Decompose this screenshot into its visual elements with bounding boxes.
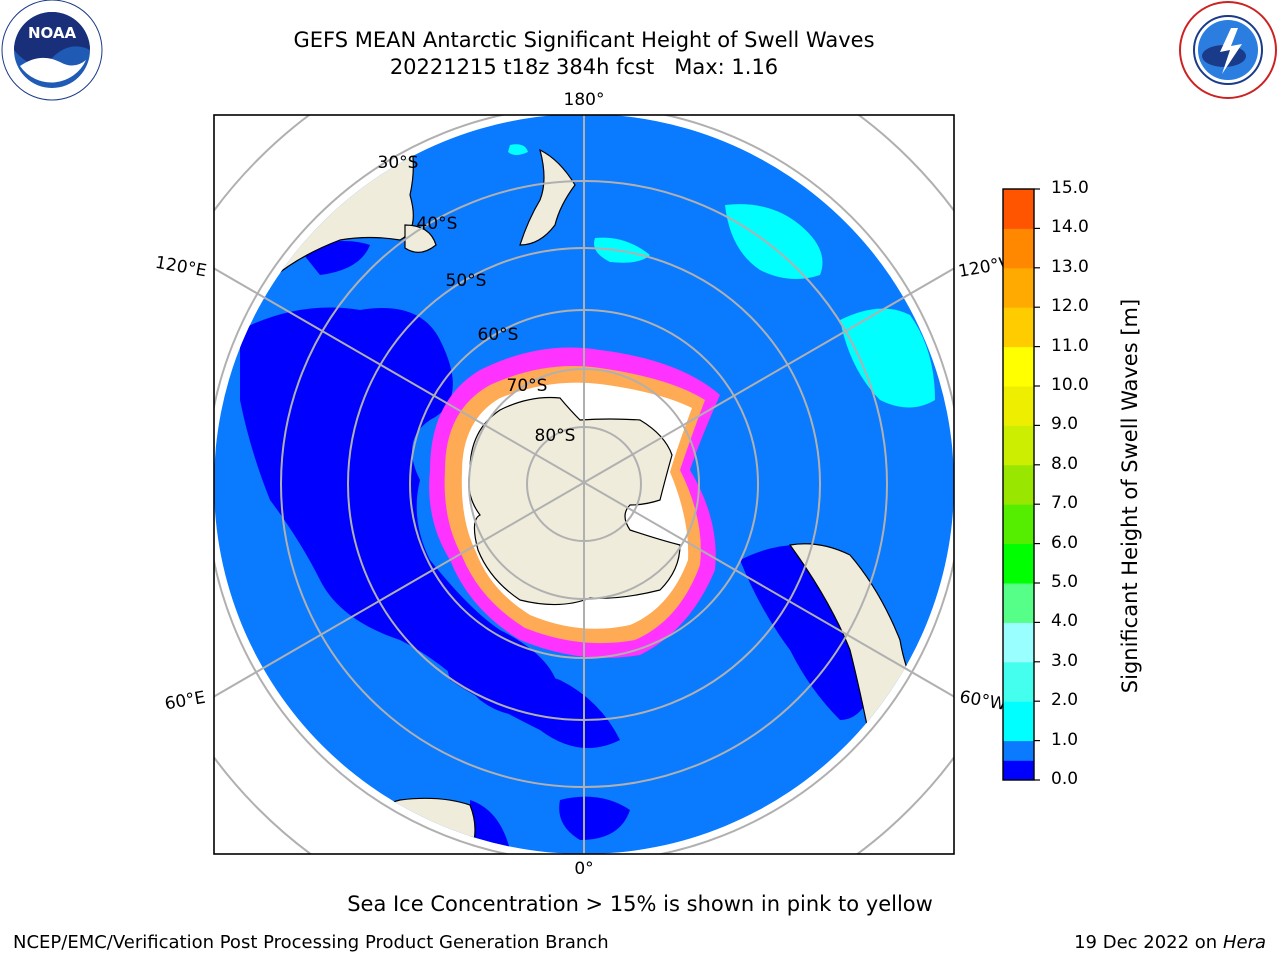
high-swell-region: [725, 204, 823, 279]
date-stamp: 19 Dec 2022 on Hera: [1074, 932, 1266, 953]
colorbar-swatch: [1003, 760, 1034, 781]
colorbar-tick-label: 10.0: [1051, 375, 1089, 395]
colorbar-tick-label: 2.0: [1051, 690, 1079, 711]
chart-title: GEFS MEAN Antarctic Significant Height o…: [293, 28, 875, 52]
colorbar-swatch: [1003, 661, 1034, 702]
colorbar-tick-label: 5.0: [1051, 572, 1079, 592]
credit-text: NCEP/EMC/Verification Post Processing Pr…: [13, 932, 609, 953]
date-text: 19 Dec 2022 on: [1074, 932, 1218, 953]
colorbar-swatch: [1003, 583, 1034, 623]
noaa-logo: NOAA: [1, 0, 103, 101]
low-swell-region: [240, 307, 560, 715]
colorbar-tick-label: 0.0: [1051, 769, 1079, 789]
nws-logo: [1179, 1, 1277, 99]
svg-text:NOAA: NOAA: [28, 24, 77, 42]
colorbar-tick-label: 6.0: [1051, 532, 1079, 553]
colorbar-swatch: [1003, 267, 1034, 308]
colorbar-swatch: [1003, 386, 1034, 426]
lat-label-30s: 30°S: [378, 153, 419, 173]
colorbar-tick-label: 8.0: [1051, 453, 1079, 474]
colorbar-swatch: [1003, 346, 1034, 387]
colorbar-tick-label: 12.0: [1051, 296, 1089, 317]
land-antarctica: [468, 396, 681, 606]
colorbar-swatch: [1003, 228, 1034, 269]
colorbar-tick-label: 15.0: [1051, 178, 1089, 198]
lat-label-40s: 40°S: [417, 214, 458, 234]
low-swell-region: [559, 796, 630, 840]
colorbar-swatch: [1003, 307, 1034, 348]
colorbar: [1003, 189, 1034, 781]
colorbar-swatch: [1003, 543, 1034, 584]
colorbar-tick-label: 1.0: [1051, 729, 1079, 750]
lon-label-60e: 60°E: [163, 688, 207, 715]
colorbar-tick-label: 7.0: [1051, 493, 1079, 514]
colorbar-tick-label: 11.0: [1051, 335, 1089, 356]
colorbar-tick-label: 13.0: [1051, 256, 1089, 277]
colorbar-swatch: [1003, 622, 1034, 663]
colorbar-swatch: [1003, 464, 1034, 505]
colorbar-label: Significant Height of Swell Waves [m]: [1118, 298, 1142, 694]
lat-label-50s: 50°S: [446, 271, 487, 291]
host-name: Hera: [1222, 932, 1266, 953]
colorbar-swatch: [1003, 701, 1034, 742]
lon-label-0: 0°: [574, 859, 593, 879]
colorbar-swatch: [1003, 189, 1034, 229]
lat-label-60s: 60°S: [478, 325, 519, 345]
colorbar-swatch: [1003, 740, 1034, 761]
colorbar-tick-label: 9.0: [1051, 414, 1079, 435]
colorbar-swatch: [1003, 425, 1034, 466]
low-swell-region: [440, 640, 620, 748]
lon-label-180: 180°: [564, 90, 605, 110]
lat-label-80s: 80°S: [535, 426, 576, 446]
high-swell-region: [508, 144, 528, 155]
high-swell-region: [840, 308, 935, 408]
colorbar-tick-label: 3.0: [1051, 650, 1079, 671]
colorbar-swatch: [1003, 504, 1034, 545]
lat-label-70s: 70°S: [507, 376, 548, 396]
lon-label-120e: 120°E: [154, 253, 208, 282]
colorbar-tick-label: 4.0: [1051, 611, 1079, 632]
low-swell-region: [470, 800, 510, 850]
sea-ice-note: Sea Ice Concentration > 15% is shown in …: [347, 892, 933, 916]
land-tasmania: [404, 224, 437, 253]
lon-label-60w: 60°W: [958, 687, 1008, 715]
chart-subtitle: 20221215 t18z 384h fcst Max: 1.16: [389, 55, 779, 79]
colorbar-tick-label: 14.0: [1051, 217, 1089, 238]
